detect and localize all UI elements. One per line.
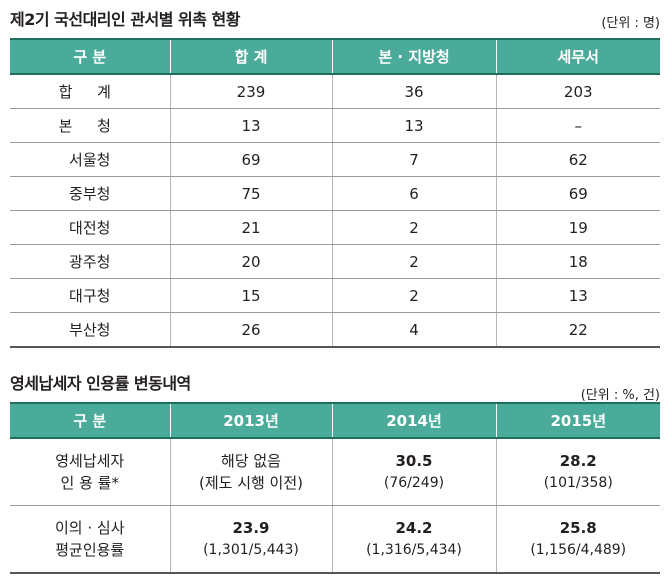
rate-value: 28.2 xyxy=(559,452,597,470)
total-cell: 26 xyxy=(170,312,333,348)
row-label: 중부청 xyxy=(10,176,171,211)
row-label: 광주청 xyxy=(10,244,171,279)
column-header: 2014년 xyxy=(332,402,497,439)
row-label-line2: 평균인용률 xyxy=(55,541,125,559)
row-label: 본 청 xyxy=(10,108,171,143)
cell-2014: 24.2 (1,316/5,434) xyxy=(332,505,497,574)
total-cell: 239 xyxy=(170,74,333,109)
rate-detail: (1,156/4,489) xyxy=(530,542,627,558)
district-cell: 19 xyxy=(496,210,660,245)
rate-detail: (101/358) xyxy=(543,475,613,491)
row-label: 부산청 xyxy=(10,312,171,348)
district-cell: 18 xyxy=(496,244,660,279)
district-cell: 22 xyxy=(496,312,660,348)
row-label: 이의 · 심사 평균인용률 xyxy=(10,505,171,574)
table2-title: 영세납세자 인용률 변동내역 xyxy=(10,374,191,393)
district-cell: – xyxy=(496,108,660,143)
table-row: 부산청 26 4 22 xyxy=(10,312,660,348)
row-label-line2: 인 용 률* xyxy=(60,474,119,492)
table-row: 대구청 15 2 13 xyxy=(10,278,660,313)
total-cell: 75 xyxy=(170,176,333,211)
row-label: 영세납세자 인 용 률* xyxy=(10,438,171,506)
total-cell: 15 xyxy=(170,278,333,313)
rate-value: 24.2 xyxy=(395,519,433,537)
table-row: 서울청 69 7 62 xyxy=(10,142,660,177)
cell-2014: 30.5 (76/249) xyxy=(332,438,497,506)
district-cell: 62 xyxy=(496,142,660,177)
regional-cell: 7 xyxy=(332,142,497,177)
regional-cell: 13 xyxy=(332,108,497,143)
row-label: 대전청 xyxy=(10,210,171,245)
rate-value: 30.5 xyxy=(395,452,433,470)
cell-2013-line1: 해당 없음 xyxy=(221,452,281,470)
table-row: 합 계 239 36 203 xyxy=(10,74,660,109)
district-cell: 203 xyxy=(496,74,660,109)
cell-2013: 해당 없음 (제도 시행 이전) xyxy=(170,438,333,506)
regional-cell: 2 xyxy=(332,278,497,313)
rate-detail: (1,316/5,434) xyxy=(366,542,462,558)
table-row: 이의 · 심사 평균인용률 23.9 (1,301/5,443) 24.2 (1… xyxy=(10,505,660,574)
table-row: 대전청 21 2 19 xyxy=(10,210,660,245)
table-row: 영세납세자 인 용 률* 해당 없음 (제도 시행 이전) 30.5 (76/2… xyxy=(10,438,660,506)
row-label: 서울청 xyxy=(10,142,171,177)
regional-cell: 2 xyxy=(332,210,497,245)
regional-cell: 6 xyxy=(332,176,497,211)
column-header: 세무서 xyxy=(496,38,660,75)
cell-2013-line2: (제도 시행 이전) xyxy=(198,474,304,492)
column-header: 2013년 xyxy=(170,402,333,439)
regional-cell: 4 xyxy=(332,312,497,348)
cell-2013: 23.9 (1,301/5,443) xyxy=(170,505,333,574)
column-header: 구 분 xyxy=(10,402,171,439)
rate-value: 23.9 xyxy=(232,519,270,537)
total-cell: 20 xyxy=(170,244,333,279)
district-cell: 69 xyxy=(496,176,660,211)
column-header: 구 분 xyxy=(10,38,171,75)
row-label-line1: 영세납세자 xyxy=(55,452,125,470)
representative-commission-table: 구 분 합 계 본 · 지방청 세무서 합 계 239 36 203 본 청 1… xyxy=(10,38,660,348)
row-label-line1: 이의 · 심사 xyxy=(54,519,125,537)
total-cell: 21 xyxy=(170,210,333,245)
column-header: 합 계 xyxy=(170,38,333,75)
column-header: 2015년 xyxy=(496,402,660,439)
column-header: 본 · 지방청 xyxy=(332,38,497,75)
rate-value: 25.8 xyxy=(559,519,597,537)
table-header-row: 구 분 합 계 본 · 지방청 세무서 xyxy=(10,38,660,75)
cell-2015: 25.8 (1,156/4,489) xyxy=(496,505,660,574)
regional-cell: 36 xyxy=(332,74,497,109)
regional-cell: 2 xyxy=(332,244,497,279)
table1-unit: (단위 : 명) xyxy=(601,16,660,31)
acceptance-rate-table: 구 분 2013년 2014년 2015년 영세납세자 인 용 률* 해당 없음… xyxy=(10,402,660,574)
rate-detail: (1,301/5,443) xyxy=(203,542,299,558)
table-row: 광주청 20 2 18 xyxy=(10,244,660,279)
table-row: 중부청 75 6 69 xyxy=(10,176,660,211)
table1-title: 제2기 국선대리인 관서별 위촉 현황 xyxy=(10,10,241,29)
cell-2015: 28.2 (101/358) xyxy=(496,438,660,506)
table-row: 본 청 13 13 – xyxy=(10,108,660,143)
total-cell: 69 xyxy=(170,142,333,177)
district-cell: 13 xyxy=(496,278,660,313)
rate-detail: (76/249) xyxy=(383,475,445,491)
row-label: 대구청 xyxy=(10,278,171,313)
total-cell: 13 xyxy=(170,108,333,143)
table2-unit: (단위 : %, 건) xyxy=(580,388,660,403)
table-header-row: 구 분 2013년 2014년 2015년 xyxy=(10,402,660,439)
row-label: 합 계 xyxy=(10,74,171,109)
